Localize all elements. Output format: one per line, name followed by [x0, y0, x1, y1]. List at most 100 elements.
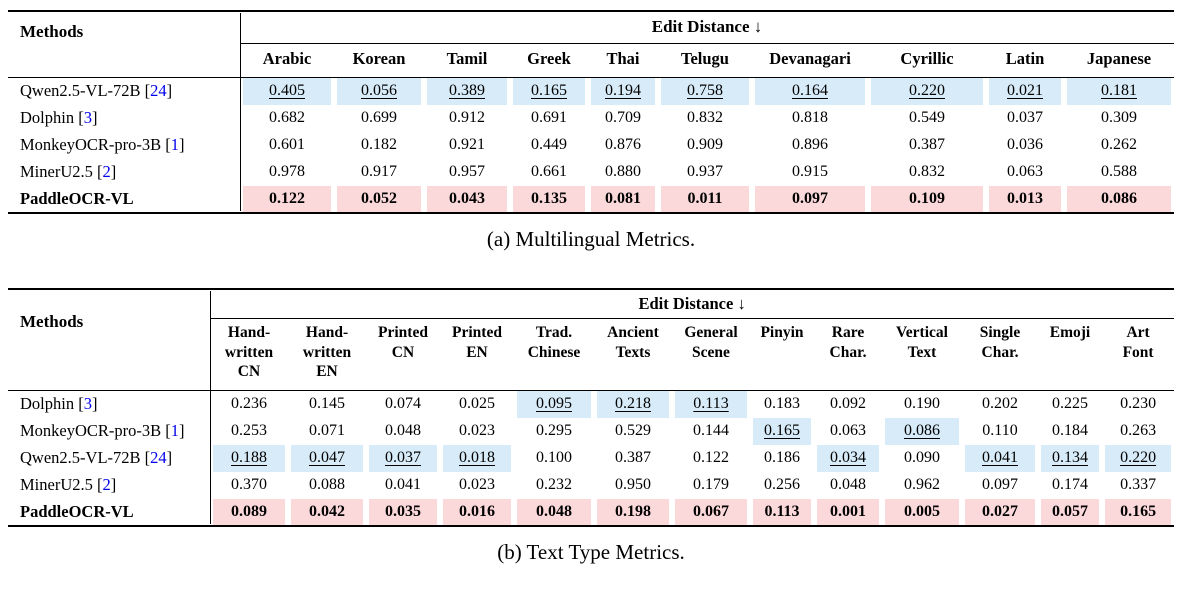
metric-value: 0.113 [764, 502, 800, 520]
metric-value: 0.950 [615, 476, 651, 494]
metric-value: 0.052 [361, 189, 397, 207]
metric-cell: 0.095 [514, 390, 594, 418]
metric-value: 0.691 [531, 109, 567, 127]
metric-cell: 0.089 [210, 498, 288, 526]
metric-value: 0.218 [615, 395, 651, 413]
citation-link[interactable]: 2 [102, 475, 111, 495]
multilingual-metrics-table: Methods Edit Distance ↓ Arabic Korean Tami… [8, 10, 1174, 214]
method-cell: Dolphin [3] [20, 394, 98, 414]
table-row: PaddleOCR-VL 0.089 0.042 0.035 0.016 0.048 0.1… [8, 498, 1174, 526]
metric-value: 0.709 [605, 109, 641, 127]
metric-value: 0.896 [792, 136, 828, 154]
metric-cell: 0.921 [424, 132, 510, 159]
citation-link[interactable]: 3 [83, 108, 92, 128]
metric-value: 0.194 [605, 82, 641, 100]
metric-cell: 0.027 [962, 498, 1038, 526]
metric-value: 0.337 [1120, 476, 1157, 494]
metric-value: 0.027 [982, 502, 1018, 520]
metric-value: 0.232 [536, 476, 572, 494]
metric-value: 0.144 [693, 422, 729, 440]
table-row: PaddleOCR-VL 0.122 0.052 0.043 0.135 0.081 0.0… [8, 185, 1174, 213]
metric-value: 0.174 [1052, 476, 1088, 494]
citation-link[interactable]: 2 [102, 162, 111, 182]
method-cell: PaddleOCR-VL [20, 188, 134, 208]
column-header: Printed EN [440, 318, 514, 392]
metric-value: 0.295 [536, 422, 572, 440]
column-header: Japanese [1064, 43, 1174, 79]
column-header: Ancient Texts [594, 318, 672, 392]
metric-value: 0.145 [309, 395, 345, 413]
column-header: Rare Char. [814, 318, 882, 392]
citation-link[interactable]: 1 [170, 421, 180, 441]
group-header-row: Methods Edit Distance ↓ [8, 288, 1175, 392]
table-b-caption: (b) Text Type Metrics. [497, 539, 685, 564]
method-cell: MinerU2.5 [2] [20, 475, 117, 495]
metric-value: 0.041 [982, 449, 1018, 467]
metric-cell: 0.661 [510, 159, 588, 186]
method-cell: MinerU2.5 [2] [20, 162, 117, 182]
metric-value: 0.262 [1101, 136, 1137, 154]
metric-cell: 0.588 [1064, 159, 1174, 186]
citation-link[interactable]: 24 [150, 448, 167, 468]
metric-cell: 0.041 [366, 472, 440, 499]
column-header: Hand- written CN [210, 318, 288, 392]
metric-cell: 0.682 [240, 105, 334, 132]
metric-cell: 0.709 [588, 105, 658, 132]
methods-header: Methods [8, 11, 240, 79]
metric-cell: 0.912 [424, 105, 510, 132]
column-header: Greek [510, 43, 588, 79]
metric-value: 0.832 [687, 109, 723, 127]
method-cell: Qwen2.5-VL-72B [24] [20, 448, 173, 468]
metric-value: 0.165 [1120, 502, 1157, 520]
column-header: General Scene [672, 318, 750, 392]
metric-value: 0.048 [536, 502, 572, 520]
metric-value: 0.057 [1052, 502, 1088, 520]
metric-cell: 0.063 [986, 159, 1064, 186]
metric-value: 0.405 [269, 82, 305, 100]
metric-value: 0.095 [536, 395, 572, 413]
metric-value: 0.198 [615, 502, 651, 520]
edit-distance-header: Edit Distance ↓ [240, 11, 1174, 44]
edit-distance-header: Edit Distance ↓ [210, 288, 1175, 320]
method-cell: Qwen2.5-VL-72B [24] [20, 81, 173, 101]
metric-value: 0.921 [449, 136, 485, 154]
metric-value: 0.549 [909, 109, 945, 127]
column-header: Tamil [424, 43, 510, 79]
metric-cell: 0.081 [588, 185, 658, 213]
metric-value: 0.387 [615, 449, 651, 467]
metric-cell: 0.113 [750, 498, 814, 526]
metric-cell: 0.090 [882, 445, 962, 472]
metric-cell: 0.013 [986, 185, 1064, 213]
metric-cell: 0.056 [334, 77, 424, 105]
metric-value: 0.165 [531, 82, 567, 100]
metric-value: 0.978 [269, 163, 305, 181]
column-header: Art Font [1102, 318, 1175, 392]
metric-value: 0.100 [536, 449, 572, 467]
citation-link[interactable]: 24 [150, 81, 167, 101]
metric-cell: 0.387 [868, 132, 986, 159]
metric-cell: 0.145 [288, 391, 366, 418]
metric-cell: 0.232 [514, 472, 594, 499]
table-body: Qwen2.5-VL-72B [24] 0.405 0.056 0.389 0.165 0… [8, 77, 1174, 213]
metric-value: 0.699 [361, 109, 397, 127]
metric-value: 0.037 [1007, 109, 1043, 127]
metric-value: 0.876 [605, 136, 641, 154]
metric-cell: 0.109 [868, 185, 986, 213]
metric-value: 0.110 [982, 422, 1018, 440]
metric-value: 0.880 [605, 163, 641, 181]
metric-cell: 0.194 [588, 77, 658, 105]
table-row: MinerU2.5 [2] 0.370 0.088 0.041 0.023 0.232 0.… [8, 472, 1174, 499]
metric-value: 0.601 [269, 136, 305, 154]
multilingual-metrics-table-wrap: Methods Edit Distance ↓ Arabic Korean Tami… [8, 10, 1174, 214]
metric-cell: 0.957 [424, 159, 510, 186]
metric-cell: 0.023 [440, 472, 514, 499]
metric-cell: 0.978 [240, 159, 334, 186]
metric-cell: 0.337 [1102, 472, 1174, 499]
citation-link[interactable]: 3 [83, 394, 92, 414]
metric-value: 0.309 [1101, 109, 1137, 127]
text-type-metrics-table-wrap: Methods Edit Distance ↓ Hand- written CN… [8, 287, 1175, 527]
metric-cell: 0.057 [1038, 498, 1102, 526]
column-header: Single Char. [962, 318, 1038, 392]
citation-link[interactable]: 1 [170, 135, 180, 155]
metric-value: 0.071 [309, 422, 345, 440]
